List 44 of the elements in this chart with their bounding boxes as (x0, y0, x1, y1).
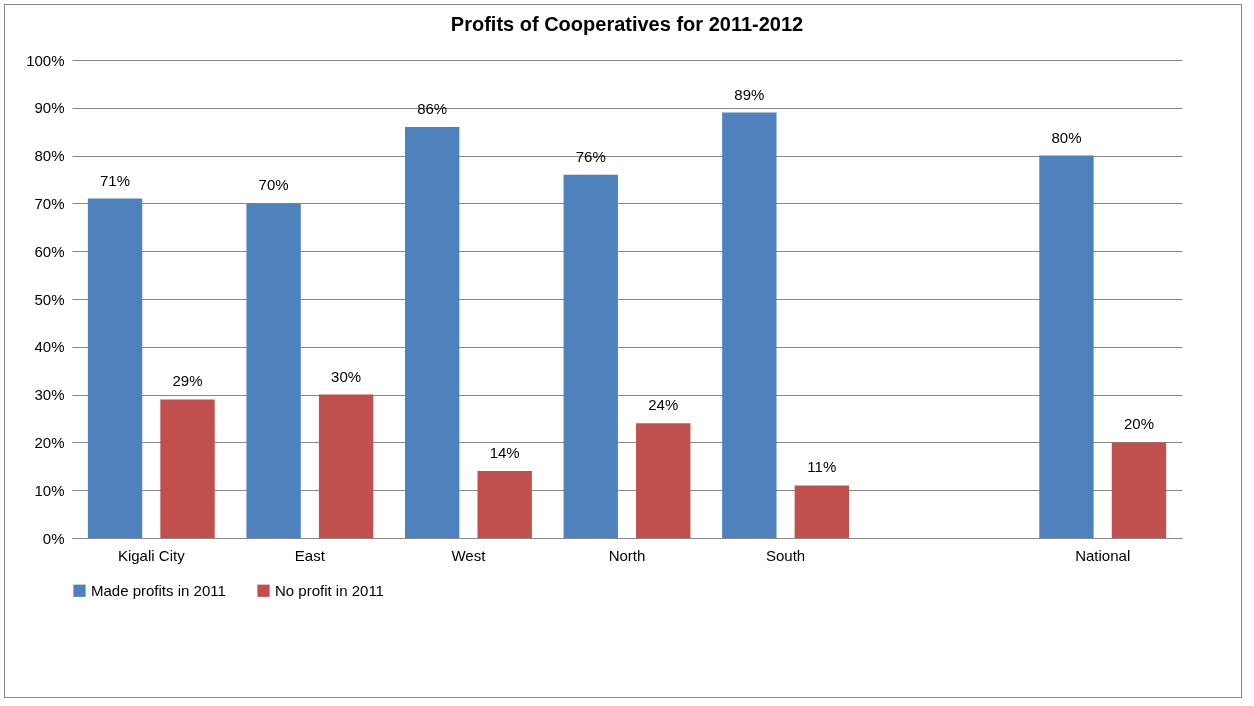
data-label: 24% (648, 396, 679, 414)
data-label: 30% (331, 367, 362, 385)
bar (160, 399, 215, 538)
legend-label: No profit in 2011 (275, 581, 384, 599)
y-tick-label: 10% (34, 481, 65, 499)
y-tick-label: 0% (42, 529, 65, 547)
data-label: 80% (1051, 128, 1082, 146)
y-tick-label: 40% (34, 338, 65, 356)
y-tick-label: 100% (26, 51, 65, 69)
data-label: 71% (100, 171, 131, 189)
y-tick-label: 60% (34, 242, 65, 260)
data-label: 11% (807, 458, 837, 476)
y-tick-label: 90% (34, 99, 65, 117)
x-tick-label: East (294, 546, 326, 564)
data-label: 20% (1123, 415, 1154, 433)
x-tick-label: National (1075, 546, 1131, 564)
bar (318, 394, 374, 538)
bar (87, 198, 143, 538)
x-tick-label: Kigali City (117, 546, 186, 564)
bar (477, 471, 532, 538)
y-tick-label: 80% (34, 147, 65, 165)
bar (246, 203, 301, 538)
bar (563, 174, 618, 538)
data-label: 29% (172, 372, 203, 390)
x-tick-label: North (608, 546, 646, 564)
x-tick-label: South (765, 546, 806, 564)
chart-title: Profits of Cooperatives for 2011-2012 (450, 13, 804, 35)
bar (1039, 155, 1094, 538)
data-label: 86% (417, 99, 448, 117)
data-label: 70% (258, 176, 289, 194)
y-tick-label: 70% (34, 194, 65, 212)
data-label: 89% (734, 85, 765, 103)
data-label: 76% (575, 147, 606, 165)
legend-label: Made profits in 2011 (91, 581, 226, 599)
data-label: 14% (489, 444, 520, 462)
bar (636, 423, 691, 538)
y-tick-label: 50% (34, 290, 65, 308)
bar (405, 126, 460, 538)
bar (1111, 442, 1167, 538)
y-tick-label: 20% (34, 433, 65, 451)
bar (794, 485, 849, 538)
x-tick-label: West (451, 546, 487, 564)
y-tick-label: 30% (34, 386, 65, 404)
bar (722, 112, 777, 538)
